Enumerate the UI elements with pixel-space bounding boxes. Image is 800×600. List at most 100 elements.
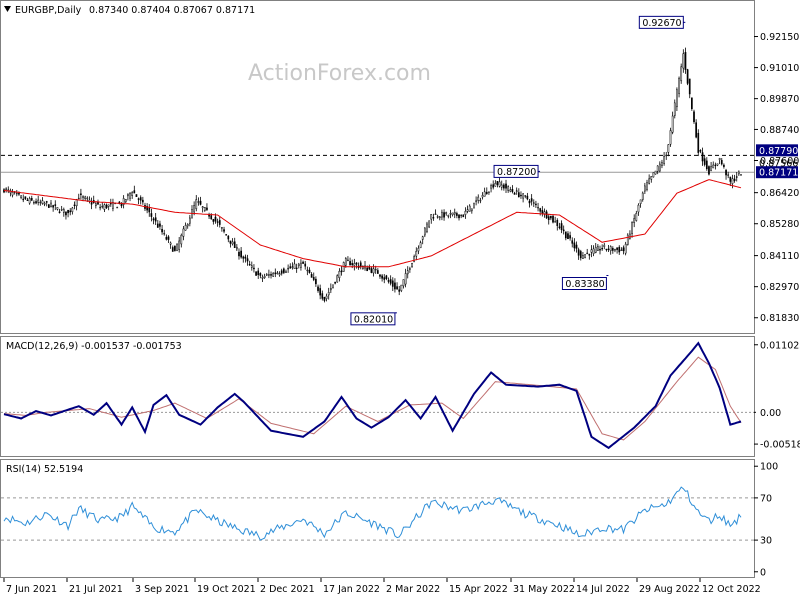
candle-body bbox=[537, 206, 539, 209]
candle-body bbox=[573, 242, 576, 249]
candle-body bbox=[481, 195, 484, 198]
candle-body bbox=[511, 189, 514, 192]
y-tick-label: -0.005182 bbox=[760, 440, 800, 451]
candle-body bbox=[411, 263, 413, 267]
candle-body bbox=[569, 235, 571, 239]
swing-level-label: 0.87200 bbox=[497, 167, 536, 178]
candle-body bbox=[626, 234, 629, 245]
candle-body bbox=[673, 102, 676, 116]
y-tick-label: 0.92150 bbox=[760, 32, 799, 43]
candle-body bbox=[5, 188, 7, 190]
candle-body bbox=[297, 263, 300, 267]
candle-body bbox=[693, 111, 695, 123]
candle-body bbox=[404, 273, 407, 285]
candle-body bbox=[558, 226, 561, 228]
candle-body bbox=[289, 266, 292, 269]
candle-body bbox=[189, 217, 191, 224]
candle-body bbox=[176, 243, 178, 251]
candle-body bbox=[197, 201, 200, 203]
candle-body bbox=[594, 246, 597, 253]
candle-body bbox=[515, 190, 518, 192]
macd-main-line bbox=[3, 341, 742, 450]
candle-body bbox=[658, 163, 661, 172]
candle-body bbox=[391, 280, 394, 287]
candle-body bbox=[353, 263, 356, 266]
candle-body bbox=[193, 205, 195, 213]
candle-body bbox=[652, 172, 655, 178]
candle-body bbox=[488, 191, 490, 193]
candle-body bbox=[242, 256, 245, 259]
price-extra-label: 0.87566 bbox=[759, 159, 798, 170]
candle-body bbox=[60, 209, 63, 211]
candle-body bbox=[171, 247, 174, 252]
candle-body bbox=[154, 217, 157, 222]
candle-body bbox=[716, 163, 719, 166]
candle-body bbox=[629, 233, 631, 239]
candle-body bbox=[184, 225, 187, 231]
candle-body bbox=[413, 256, 416, 263]
price-level-label: 0.87171 bbox=[759, 168, 798, 179]
candle-body bbox=[402, 279, 405, 287]
candle-body bbox=[195, 199, 198, 210]
candle-body bbox=[43, 202, 46, 205]
candle-body bbox=[584, 254, 586, 258]
candle-body bbox=[443, 212, 445, 218]
candle-body bbox=[150, 213, 153, 217]
candle-body bbox=[340, 270, 343, 273]
candle-body bbox=[423, 227, 426, 236]
candle-body bbox=[39, 201, 42, 204]
candle-body bbox=[344, 258, 347, 266]
candle-body bbox=[541, 210, 544, 214]
candle-body bbox=[212, 219, 215, 222]
candle-body bbox=[453, 211, 456, 215]
candle-body bbox=[159, 223, 161, 227]
candle-body bbox=[58, 211, 61, 213]
candle-body bbox=[445, 212, 448, 215]
candle-body bbox=[614, 249, 616, 251]
swing-level-label: 0.83380 bbox=[565, 279, 604, 290]
candle-body bbox=[334, 281, 336, 284]
candle-body bbox=[90, 202, 93, 205]
candle-body bbox=[165, 237, 168, 240]
candle-body bbox=[460, 214, 463, 217]
swing-level-label: 0.82010 bbox=[354, 314, 393, 325]
candle-body bbox=[268, 274, 270, 276]
candle-body bbox=[255, 271, 257, 276]
candle-body bbox=[359, 262, 362, 267]
candle-body bbox=[214, 216, 217, 222]
candle-body bbox=[494, 183, 497, 187]
candle-body bbox=[223, 229, 225, 232]
candle-body bbox=[588, 253, 591, 256]
candle-body bbox=[180, 234, 183, 245]
y-tick-label: 0.81830 bbox=[760, 313, 799, 324]
candle-body bbox=[644, 185, 646, 192]
candle-body bbox=[75, 199, 78, 207]
candle-body bbox=[428, 220, 430, 228]
candle-body bbox=[62, 209, 65, 213]
candle-body bbox=[71, 207, 74, 213]
candle-body bbox=[370, 268, 373, 273]
candle-body bbox=[731, 178, 734, 184]
candle-body bbox=[56, 207, 59, 210]
candle-body bbox=[389, 279, 392, 284]
y-tick-label: 70 bbox=[760, 493, 772, 504]
candle-body bbox=[327, 292, 330, 296]
y-tick-label: 0.82970 bbox=[760, 282, 799, 293]
candle-body bbox=[550, 215, 552, 219]
price-candles bbox=[3, 47, 742, 303]
y-tick-label: 0.84110 bbox=[760, 251, 799, 262]
candle-body bbox=[349, 261, 351, 266]
candle-body bbox=[547, 216, 550, 220]
price-level-box bbox=[756, 144, 798, 157]
candle-body bbox=[291, 266, 294, 268]
candle-body bbox=[235, 246, 238, 250]
candle-body bbox=[278, 273, 281, 276]
candle-body bbox=[199, 200, 202, 205]
y-tick-label: 0.011023 bbox=[760, 340, 800, 351]
candle-body bbox=[522, 193, 524, 199]
dropdown-triangle-icon[interactable] bbox=[4, 6, 11, 12]
candle-body bbox=[718, 158, 721, 160]
candle-body bbox=[203, 207, 206, 211]
candle-body bbox=[387, 280, 390, 282]
candle-body bbox=[372, 268, 375, 274]
